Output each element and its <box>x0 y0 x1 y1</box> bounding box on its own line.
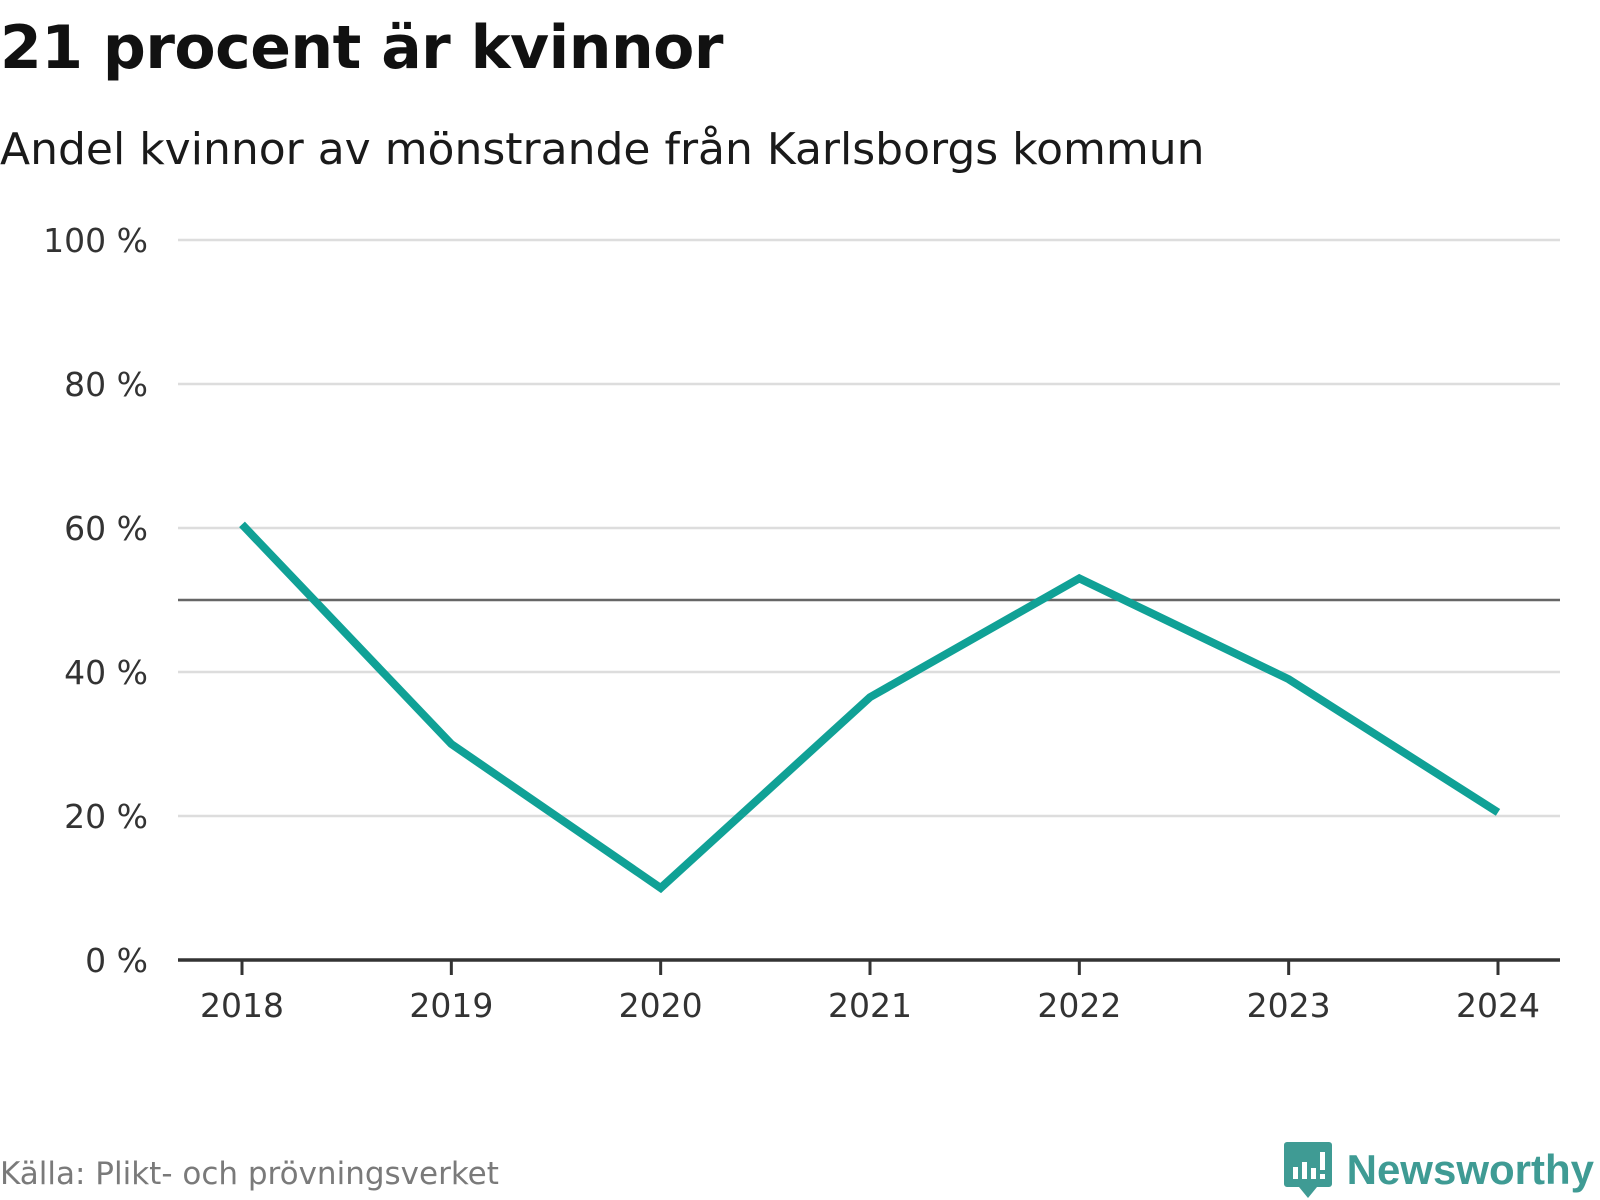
chart-subtitle: Andel kvinnor av mönstrande från Karlsbo… <box>0 124 1205 175</box>
x-axis <box>178 958 1560 975</box>
x-tick-label: 2021 <box>828 986 912 1025</box>
y-tick-label: 40 % <box>64 653 148 692</box>
x-tick-label: 2022 <box>1037 986 1121 1025</box>
x-tick-label: 2024 <box>1456 986 1540 1025</box>
y-tick-label: 100 % <box>43 221 148 260</box>
y-tick-label: 80 % <box>64 365 148 404</box>
brand-name: Newsworthy <box>1346 1146 1594 1193</box>
source-note: Källa: Plikt- och prövningsverket <box>0 1156 499 1192</box>
newsworthy-logo-icon <box>1283 1142 1332 1198</box>
y-tick-label: 0 % <box>85 941 148 980</box>
x-axis-tick-labels: 2018 2019 2020 2021 2022 2023 2024 <box>200 986 1540 1025</box>
y-axis-tick-labels: 0 % 20 % 40 % 60 % 80 % 100 % <box>43 221 148 980</box>
y-tick-label: 20 % <box>64 797 148 836</box>
x-tick-label: 2023 <box>1247 986 1331 1025</box>
y-tick-label: 60 % <box>64 509 148 548</box>
brand: Newsworthy <box>1283 1140 1594 1200</box>
x-tick-label: 2018 <box>200 986 284 1025</box>
chart-title: 21 procent är kvinnor <box>0 13 723 83</box>
series-line-0 <box>239 521 1501 894</box>
x-tick-label: 2020 <box>619 986 703 1025</box>
x-tick-label: 2019 <box>409 986 493 1025</box>
series-group <box>239 521 1501 894</box>
gridlines <box>178 238 1560 818</box>
